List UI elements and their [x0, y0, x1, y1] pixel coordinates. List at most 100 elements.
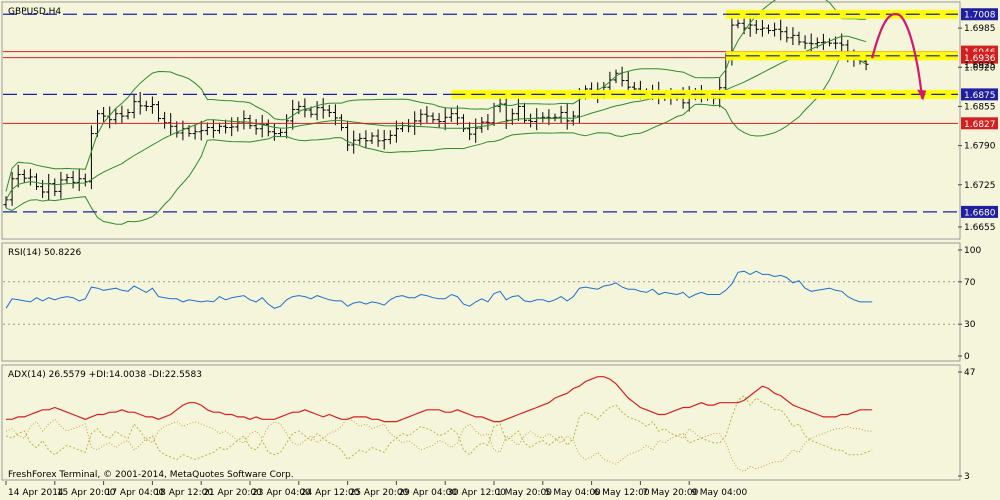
highlight-zone	[725, 51, 958, 61]
price-bar	[265, 119, 271, 137]
adx-tick-label: 47	[964, 368, 975, 378]
price-bar	[149, 96, 155, 114]
price-bar	[485, 113, 491, 131]
price-label-box	[961, 51, 998, 64]
rsi-tick-label: 70	[964, 278, 976, 288]
price-bar	[778, 19, 784, 41]
price-label-text: 1.6680	[964, 208, 996, 218]
price-bar	[735, 19, 741, 29]
price-bar	[52, 178, 58, 197]
price-bar	[314, 101, 320, 121]
time-tick-label: 21 Apr 20:00	[203, 488, 262, 498]
bollinger-upper	[5, 0, 867, 192]
price-label-price: 1.6936	[961, 51, 998, 64]
projection-arrow	[871, 12, 924, 99]
price-bar	[223, 119, 229, 134]
time-tick-label: 24 Apr 12:00	[301, 488, 360, 498]
price-label-text: 1.6936	[964, 54, 996, 64]
rsi-tick-label: 30	[964, 320, 976, 330]
price-bar	[217, 122, 222, 134]
price-bar	[339, 114, 344, 131]
rsi-tick-label: 100	[964, 246, 981, 256]
price-bar	[27, 168, 33, 186]
time-tick-label: 17 Apr 04:00	[106, 488, 165, 498]
price-bar	[58, 171, 64, 199]
price-label-text: 1.7008	[964, 11, 996, 21]
price-bar	[162, 111, 168, 129]
price-bar	[387, 130, 393, 145]
price-bar	[424, 106, 430, 124]
price-axis: 1.6985 1.6920 1.6855 1.6790 1.6725 1.6655 1.70…	[958, 8, 998, 233]
price-bar	[418, 109, 424, 126]
price-bar	[345, 120, 351, 151]
price-bar	[540, 112, 546, 123]
price-bar	[326, 104, 332, 118]
rsi-pane: 100 70 30 0 RSI(14) 50.8226	[1, 242, 981, 362]
time-tick-label: 6 May 12:00	[594, 488, 650, 498]
time-tick-label: 23 Apr 04:00	[252, 488, 311, 498]
price-bar	[522, 102, 527, 124]
price-bar	[839, 33, 845, 54]
price-bar	[479, 116, 485, 133]
time-tick-label: 30 Apr 12:00	[447, 488, 506, 498]
rsi-label: RSI(14) 50.8226	[8, 248, 81, 258]
price-bar	[357, 133, 363, 145]
highlight-zone	[725, 9, 958, 19]
price-bar	[766, 24, 771, 34]
price-bar	[125, 108, 131, 120]
price-bar	[168, 113, 174, 136]
rsi-line	[5, 270, 873, 309]
price-label-box	[961, 8, 998, 21]
price-bar	[113, 108, 119, 125]
time-tick-label: 29 Apr 04:00	[398, 488, 457, 498]
price-bar	[784, 26, 790, 43]
price-bar	[88, 125, 94, 190]
price-tick-label: 1.6655	[964, 223, 996, 233]
price-label-text: 1.6925	[964, 61, 996, 71]
price-bar	[802, 35, 808, 50]
projection-arrowhead	[917, 89, 927, 101]
price-bar	[436, 113, 442, 128]
price-label-level: 1.6875	[961, 88, 998, 101]
time-tick-label: 1 May 20:00	[496, 488, 552, 498]
price-bar	[552, 113, 558, 122]
price-tick-label: 1.6985	[964, 24, 996, 34]
price-bar	[753, 19, 759, 34]
copyright-text: FreshForex Terminal, © 2001-2014, MetaQu…	[8, 470, 294, 480]
price-bar	[271, 123, 277, 141]
price-bar	[64, 173, 70, 184]
time-tick-label: 9 May 04:00	[691, 488, 747, 498]
price-label-hidden: 1.6925	[964, 61, 996, 71]
price-bar	[430, 112, 436, 123]
price-pane: GBPUSD,H4 1.6985 1.6920 1.6855 1.6790 1.6725…	[1, 0, 998, 240]
price-bar	[528, 113, 534, 128]
price-bar	[332, 104, 338, 126]
price-bar	[156, 101, 161, 122]
price-bar	[21, 169, 27, 183]
price-bar	[747, 15, 753, 37]
price-bar	[198, 120, 204, 141]
price-bar	[448, 108, 454, 122]
price-label-resistance: 1.6827	[961, 117, 998, 130]
price-bar	[369, 132, 375, 145]
price-bar	[515, 98, 521, 121]
price-bar	[351, 130, 357, 154]
price-label-text: 1.6827	[964, 120, 996, 130]
price-tick-label: 1.6790	[964, 142, 996, 152]
di-plus-line	[5, 394, 873, 461]
price-bar	[442, 107, 448, 131]
price-bar	[143, 100, 149, 112]
price-bar	[796, 31, 802, 46]
price-bar	[546, 109, 552, 126]
price-bar	[76, 169, 82, 192]
adx-pane-border	[1, 364, 961, 481]
price-bar	[290, 99, 296, 130]
time-tick-label: 5 May 04:00	[545, 488, 601, 498]
time-tick-label: 7 May 20:00	[642, 488, 698, 498]
bollinger-lower	[5, 53, 867, 225]
price-tick-label: 1.6920	[964, 63, 996, 73]
price-bar	[137, 91, 143, 115]
price-label-level: 1.6680	[961, 205, 998, 218]
price-bar	[229, 117, 235, 137]
time-tick-label: 25 Apr 20:00	[350, 488, 409, 498]
